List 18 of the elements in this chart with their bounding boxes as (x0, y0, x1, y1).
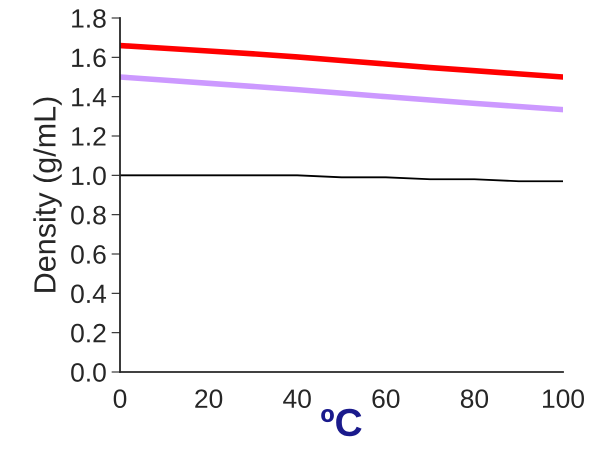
x-tick-label: 100 (543, 389, 584, 408)
x-tick-label: 40 (283, 389, 311, 408)
x-tick-label: 0 (114, 389, 126, 408)
y-tick-label: 0.6 (71, 245, 106, 264)
y-tick-label: 1.6 (72, 48, 106, 68)
y-tick-label: 1.0 (72, 166, 106, 186)
y-tick-label: 0.2 (71, 324, 106, 342)
x-tick-label: 60 (372, 389, 400, 408)
y-tick-label: 0.0 (71, 363, 106, 382)
y-axis-title: Density (g/mL) (33, 98, 62, 292)
y-tick-label: 1.8 (72, 9, 106, 28)
y-tick-label: 0.4 (71, 284, 106, 304)
x-tick-label: 80 (460, 389, 488, 408)
y-tick-label: 1.2 (72, 127, 106, 146)
y-tick-label: 1.4 (72, 88, 106, 106)
y-tick-label: 0.8 (71, 206, 106, 224)
x-axis-title: ºC (321, 408, 362, 436)
x-tick-label: 20 (195, 389, 222, 408)
